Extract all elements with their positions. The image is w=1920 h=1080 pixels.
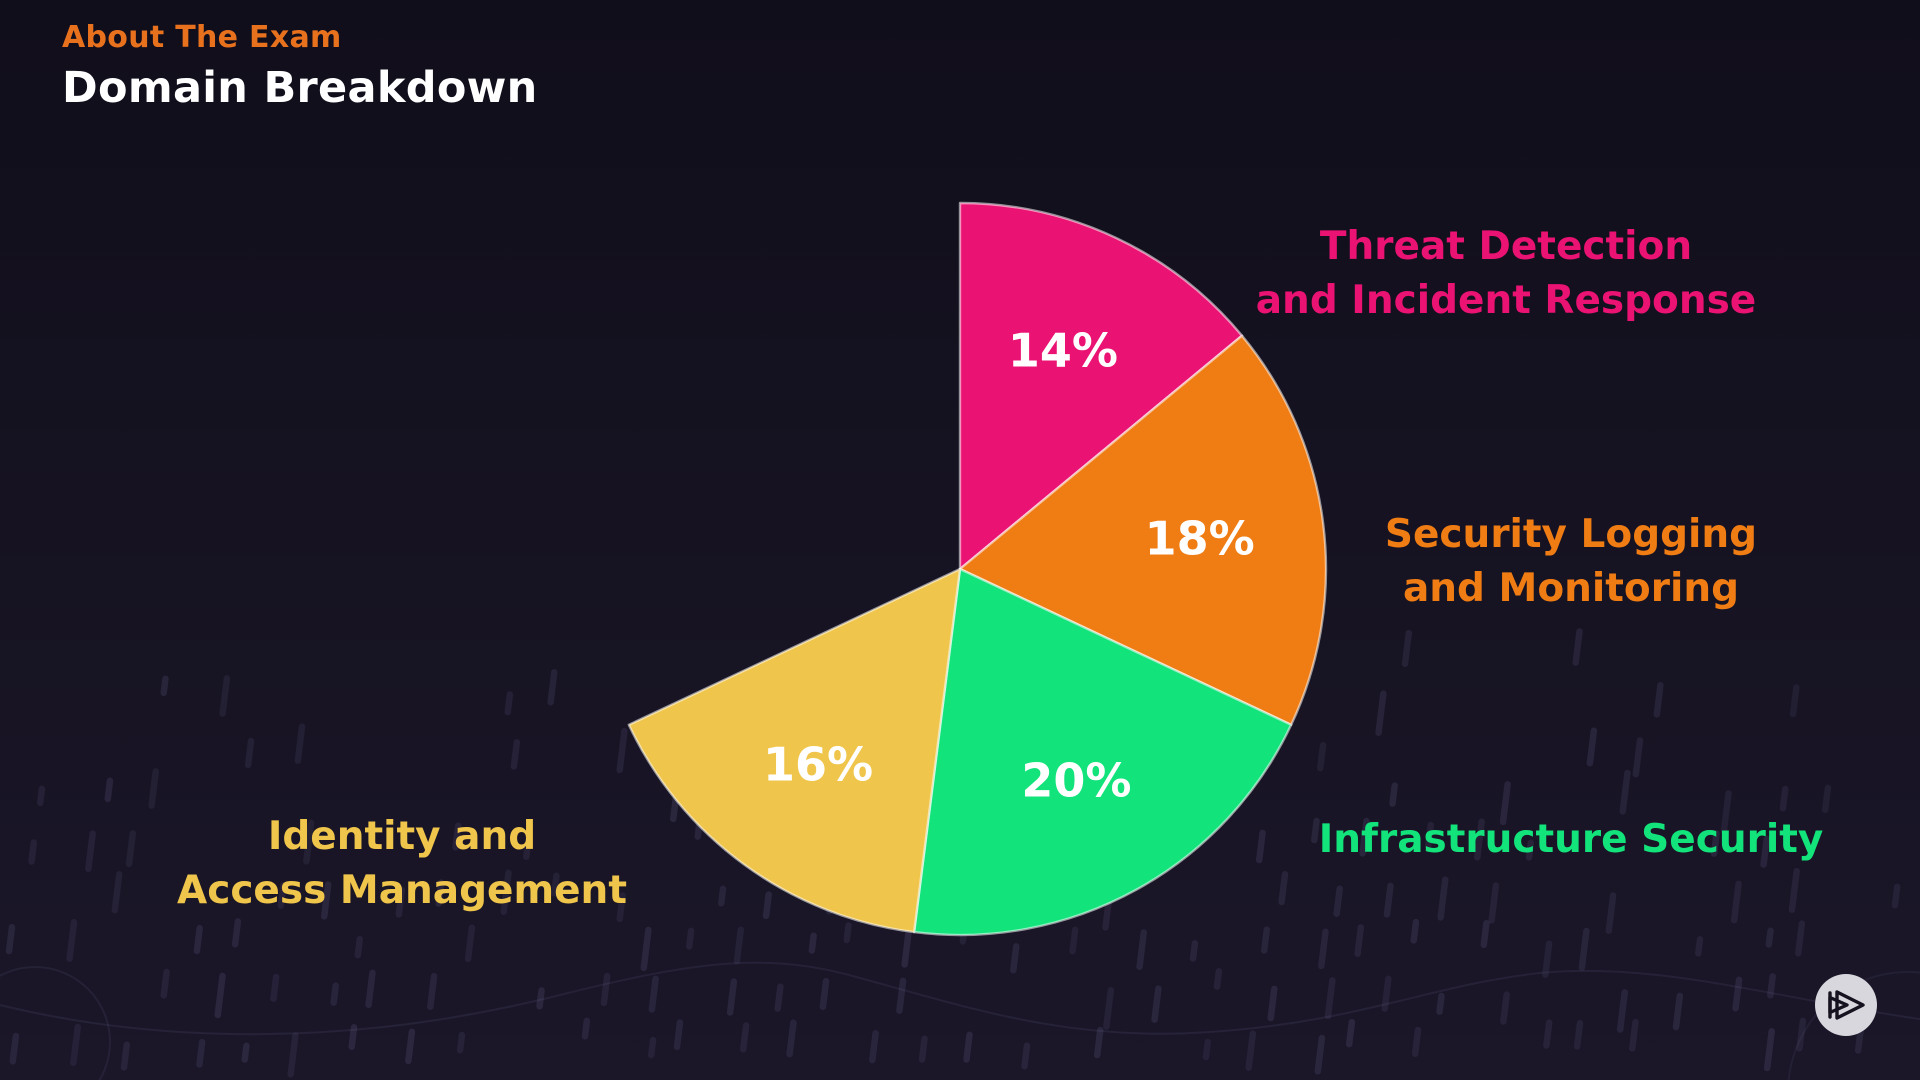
slice-label-line: Identity and <box>267 814 537 859</box>
slice-value-label: 14% <box>1008 323 1118 377</box>
slice-label-identity-and-access-management: Identity and Access Management <box>92 810 712 918</box>
slice-label-line: Access Management <box>177 868 627 913</box>
slice-value-label: 16% <box>763 737 873 791</box>
slice-label-line: and Monitoring <box>1402 566 1740 611</box>
slice-label-line: Security Logging <box>1384 512 1758 557</box>
slice-label-security-logging-and-monitoring: Security Logging and Monitoring <box>1291 508 1851 616</box>
slice-value-label: 18% <box>1145 512 1255 566</box>
pie-slice-2 <box>912 567 1293 937</box>
slice-label-line: and Incident Response <box>1255 278 1757 323</box>
page-title: Domain Breakdown <box>62 63 538 113</box>
logo-play-glyph <box>1828 990 1865 1020</box>
slice-label-line: Threat Detection <box>1319 224 1693 269</box>
pie-slice-1 <box>958 334 1328 726</box>
pie-slice-3 <box>627 567 962 934</box>
slice-label-threat-detection-and-incident-response: Threat Detection and Incident Response <box>1226 220 1786 328</box>
slice-label-infrastructure-security: Infrastructure Security <box>1221 813 1920 867</box>
pluralsight-play-icon <box>1813 972 1879 1038</box>
slice-label-line: Infrastructure Security <box>1318 817 1824 862</box>
eyebrow-label: About The Exam <box>62 20 342 55</box>
pie-slice-0 <box>958 201 1244 571</box>
slide-header: About The Exam Domain Breakdown <box>62 20 538 113</box>
slice-value-label: 20% <box>1021 754 1131 808</box>
